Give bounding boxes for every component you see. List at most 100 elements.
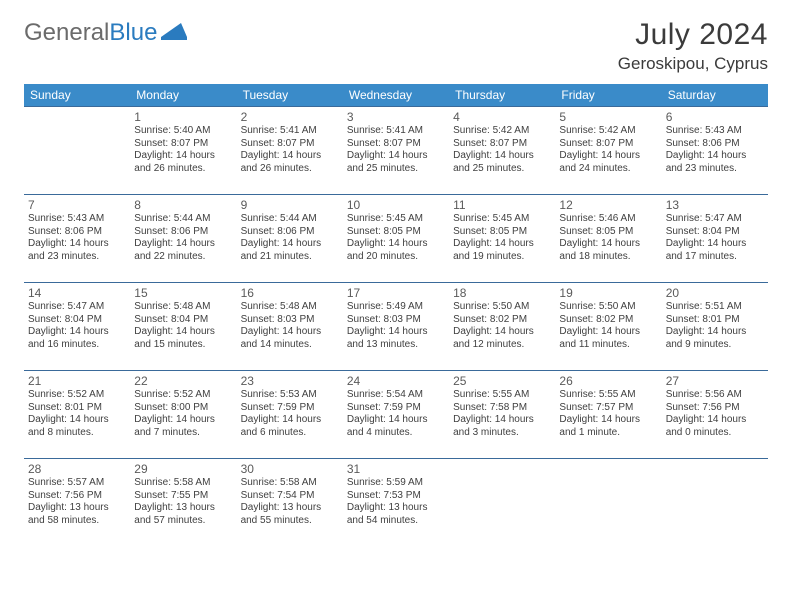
sunrise-line: Sunrise: 5:41 AM	[241, 125, 339, 138]
sunset-line: Sunset: 7:56 PM	[666, 402, 764, 415]
daylight-line: and 0 minutes.	[666, 427, 764, 440]
sunrise-line: Sunrise: 5:47 AM	[666, 213, 764, 226]
sunrise-line: Sunrise: 5:41 AM	[347, 125, 445, 138]
sunrise-line: Sunrise: 5:49 AM	[347, 301, 445, 314]
daylight-line: and 24 minutes.	[559, 163, 657, 176]
daylight-line: and 54 minutes.	[347, 515, 445, 528]
calendar-day-cell: 27Sunrise: 5:56 AMSunset: 7:56 PMDayligh…	[662, 371, 768, 459]
calendar-day-cell: 2Sunrise: 5:41 AMSunset: 8:07 PMDaylight…	[237, 107, 343, 195]
daylight-line: and 58 minutes.	[28, 515, 126, 528]
daylight-line: and 25 minutes.	[453, 163, 551, 176]
day-number: 10	[347, 198, 445, 212]
sunrise-line: Sunrise: 5:48 AM	[241, 301, 339, 314]
daylight-line: and 14 minutes.	[241, 339, 339, 352]
daylight-line: and 11 minutes.	[559, 339, 657, 352]
daylight-line: Daylight: 14 hours	[241, 150, 339, 163]
day-number: 2	[241, 110, 339, 124]
calendar-day-cell: 30Sunrise: 5:58 AMSunset: 7:54 PMDayligh…	[237, 459, 343, 547]
daylight-line: Daylight: 14 hours	[559, 238, 657, 251]
daylight-line: and 17 minutes.	[666, 251, 764, 264]
brand-logo: GeneralBlue	[24, 18, 187, 48]
day-number: 27	[666, 374, 764, 388]
daylight-line: Daylight: 13 hours	[134, 502, 232, 515]
day-number: 21	[28, 374, 126, 388]
weekday-header: Monday	[130, 84, 236, 107]
daylight-line: and 25 minutes.	[347, 163, 445, 176]
sunrise-line: Sunrise: 5:54 AM	[347, 389, 445, 402]
weekday-header: Sunday	[24, 84, 130, 107]
daylight-line: Daylight: 13 hours	[241, 502, 339, 515]
sunrise-line: Sunrise: 5:50 AM	[453, 301, 551, 314]
sunrise-line: Sunrise: 5:58 AM	[241, 477, 339, 490]
calendar-day-cell: 8Sunrise: 5:44 AMSunset: 8:06 PMDaylight…	[130, 195, 236, 283]
sunset-line: Sunset: 8:04 PM	[28, 314, 126, 327]
daylight-line: Daylight: 14 hours	[559, 414, 657, 427]
calendar-empty-cell	[24, 107, 130, 195]
weekday-header: Thursday	[449, 84, 555, 107]
day-number: 15	[134, 286, 232, 300]
sunrise-line: Sunrise: 5:44 AM	[134, 213, 232, 226]
calendar-day-cell: 11Sunrise: 5:45 AMSunset: 8:05 PMDayligh…	[449, 195, 555, 283]
calendar-empty-cell	[449, 459, 555, 547]
day-number: 22	[134, 374, 232, 388]
daylight-line: and 13 minutes.	[347, 339, 445, 352]
daylight-line: and 20 minutes.	[347, 251, 445, 264]
calendar-day-cell: 24Sunrise: 5:54 AMSunset: 7:59 PMDayligh…	[343, 371, 449, 459]
day-number: 7	[28, 198, 126, 212]
logo-triangle-icon	[161, 20, 187, 48]
sunset-line: Sunset: 8:00 PM	[134, 402, 232, 415]
daylight-line: Daylight: 14 hours	[347, 150, 445, 163]
daylight-line: and 19 minutes.	[453, 251, 551, 264]
day-number: 28	[28, 462, 126, 476]
calendar-day-cell: 15Sunrise: 5:48 AMSunset: 8:04 PMDayligh…	[130, 283, 236, 371]
daylight-line: and 12 minutes.	[453, 339, 551, 352]
sunset-line: Sunset: 8:06 PM	[666, 138, 764, 151]
sunset-line: Sunset: 8:02 PM	[559, 314, 657, 327]
daylight-line: Daylight: 14 hours	[134, 414, 232, 427]
calendar-day-cell: 16Sunrise: 5:48 AMSunset: 8:03 PMDayligh…	[237, 283, 343, 371]
sunset-line: Sunset: 8:02 PM	[453, 314, 551, 327]
sunset-line: Sunset: 8:01 PM	[28, 402, 126, 415]
sunrise-line: Sunrise: 5:47 AM	[28, 301, 126, 314]
sunset-line: Sunset: 8:07 PM	[241, 138, 339, 151]
sunrise-line: Sunrise: 5:58 AM	[134, 477, 232, 490]
calendar-day-cell: 20Sunrise: 5:51 AMSunset: 8:01 PMDayligh…	[662, 283, 768, 371]
sunset-line: Sunset: 8:05 PM	[453, 226, 551, 239]
weekday-header: Saturday	[662, 84, 768, 107]
calendar-week-row: 1Sunrise: 5:40 AMSunset: 8:07 PMDaylight…	[24, 107, 768, 195]
day-number: 13	[666, 198, 764, 212]
calendar-day-cell: 4Sunrise: 5:42 AMSunset: 8:07 PMDaylight…	[449, 107, 555, 195]
sunrise-line: Sunrise: 5:52 AM	[134, 389, 232, 402]
daylight-line: Daylight: 14 hours	[28, 326, 126, 339]
sunset-line: Sunset: 8:07 PM	[453, 138, 551, 151]
sunrise-line: Sunrise: 5:40 AM	[134, 125, 232, 138]
calendar-day-cell: 3Sunrise: 5:41 AMSunset: 8:07 PMDaylight…	[343, 107, 449, 195]
daylight-line: Daylight: 14 hours	[134, 238, 232, 251]
day-number: 14	[28, 286, 126, 300]
daylight-line: and 6 minutes.	[241, 427, 339, 440]
sunset-line: Sunset: 8:03 PM	[241, 314, 339, 327]
day-number: 11	[453, 198, 551, 212]
calendar-day-cell: 22Sunrise: 5:52 AMSunset: 8:00 PMDayligh…	[130, 371, 236, 459]
daylight-line: and 1 minute.	[559, 427, 657, 440]
sunrise-line: Sunrise: 5:45 AM	[453, 213, 551, 226]
day-number: 25	[453, 374, 551, 388]
daylight-line: and 21 minutes.	[241, 251, 339, 264]
day-number: 12	[559, 198, 657, 212]
day-number: 19	[559, 286, 657, 300]
calendar-day-cell: 17Sunrise: 5:49 AMSunset: 8:03 PMDayligh…	[343, 283, 449, 371]
daylight-line: and 18 minutes.	[559, 251, 657, 264]
day-number: 18	[453, 286, 551, 300]
calendar-day-cell: 14Sunrise: 5:47 AMSunset: 8:04 PMDayligh…	[24, 283, 130, 371]
calendar-empty-cell	[662, 459, 768, 547]
sunrise-line: Sunrise: 5:52 AM	[28, 389, 126, 402]
calendar-empty-cell	[555, 459, 661, 547]
daylight-line: Daylight: 14 hours	[134, 326, 232, 339]
sunset-line: Sunset: 7:59 PM	[347, 402, 445, 415]
daylight-line: Daylight: 13 hours	[28, 502, 126, 515]
sunrise-line: Sunrise: 5:48 AM	[134, 301, 232, 314]
sunset-line: Sunset: 7:58 PM	[453, 402, 551, 415]
brand-part2: Blue	[109, 19, 157, 47]
daylight-line: and 23 minutes.	[666, 163, 764, 176]
sunrise-line: Sunrise: 5:46 AM	[559, 213, 657, 226]
